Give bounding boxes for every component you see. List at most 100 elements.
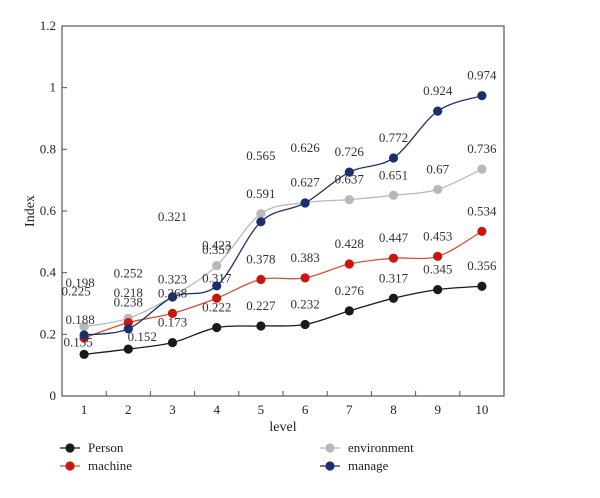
data-label-manage: 0.565	[246, 148, 275, 163]
y-tick-label: 0.8	[40, 141, 56, 156]
x-tick-label: 9	[434, 402, 441, 417]
data-point-manage	[167, 292, 178, 302]
data-point-person	[300, 319, 310, 330]
x-tick-label: 10	[475, 402, 488, 417]
data-point-person	[388, 293, 399, 303]
data-point-machine	[212, 293, 222, 303]
legend-item-manage: manage	[320, 458, 389, 473]
data-label-environment: 0.651	[379, 167, 408, 182]
y-tick-label: 1.2	[40, 18, 56, 33]
y-tick-label: 0.6	[40, 203, 57, 218]
series-line-environment	[83, 168, 483, 328]
x-tick-label: 5	[258, 402, 265, 417]
data-point-environment	[212, 260, 222, 271]
x-tick-label: 6	[302, 402, 309, 417]
x-tick-label: 3	[169, 402, 176, 417]
data-point-machine	[300, 273, 310, 283]
data-point-environment	[79, 322, 89, 332]
data-label-manage: 0.974	[467, 68, 497, 83]
data-label-manage: 0.924	[423, 83, 453, 98]
data-point-manage	[433, 106, 443, 116]
data-labels: 0.225 0.252 0.323 0.423 0.591 0.627 0.637 0.651…	[61, 68, 497, 350]
data-point-person	[256, 321, 266, 331]
legend-marker	[325, 461, 335, 471]
data-label-manage: 0.726	[335, 144, 365, 159]
data-label-manage: 0.321	[158, 209, 187, 224]
data-point-person	[123, 344, 133, 354]
data-label-environment: 0.252	[114, 265, 143, 280]
data-label-person: 0.173	[158, 315, 187, 330]
legend-marker	[65, 461, 75, 471]
data-point-environment	[433, 184, 443, 195]
data-label-machine: 0.447	[379, 230, 409, 245]
data-point-machine	[388, 253, 399, 263]
x-tick-label: 4	[213, 402, 220, 417]
data-label-person: 0.222	[202, 300, 231, 315]
data-label-environment: 0.67	[426, 161, 449, 176]
data-label-manage: 0.626	[290, 140, 320, 155]
data-point-environment	[256, 209, 266, 219]
legend-label: machine	[88, 458, 132, 473]
legend-item-person: Person	[60, 440, 124, 455]
legend-label: Person	[88, 440, 124, 455]
data-label-person: 0.227	[246, 298, 276, 313]
data-point-manage	[212, 281, 222, 291]
data-label-machine: 0.238	[114, 295, 143, 310]
legend-marker	[65, 443, 75, 453]
data-point-manage	[344, 167, 354, 177]
data-label-machine: 0.534	[467, 203, 497, 218]
data-label-environment: 0.225	[61, 284, 90, 299]
data-point-manage	[79, 330, 89, 340]
data-point-machine	[344, 259, 354, 269]
data-label-person: 0.232	[290, 296, 319, 311]
y-axis-title: Index	[23, 195, 38, 227]
data-label-machine: 0.428	[335, 236, 364, 251]
data-point-manage	[388, 153, 399, 163]
data-point-manage	[477, 91, 487, 101]
data-label-environment: 0.423	[202, 238, 231, 253]
x-tick-label: 7	[346, 402, 353, 417]
data-point-manage	[256, 217, 266, 227]
data-label-environment: 0.627	[290, 175, 320, 190]
series-line-person	[84, 285, 482, 356]
series-lines	[79, 91, 487, 359]
data-label-manage: 0.198	[65, 275, 94, 290]
data-label-machine: 0.317	[202, 270, 232, 285]
y-tick-label: 0	[50, 388, 57, 403]
data-label-machine: 0.383	[290, 250, 319, 265]
data-point-machine	[433, 251, 443, 261]
data-point-environment	[344, 194, 354, 205]
series-line-manage	[84, 95, 483, 336]
data-label-environment: 0.591	[246, 186, 275, 201]
data-label-machine: 0.268	[158, 285, 187, 300]
y-tick-label: 0.4	[40, 265, 57, 280]
legend: Person machine environment manage	[60, 440, 414, 473]
data-label-manage: 0.218	[114, 285, 143, 300]
data-point-machine	[167, 308, 178, 318]
axes: 0 0.2 0.4 0.6 0.8 1 1.2 1 2 3 4 5 6 7 8 9 10 level Index	[23, 18, 505, 435]
data-label-manage: 0.357	[202, 242, 232, 257]
data-label-environment: 0.323	[158, 271, 187, 286]
y-tick-label: 0.2	[40, 326, 56, 341]
data-label-person: 0.276	[335, 283, 365, 298]
legend-marker	[325, 443, 335, 453]
data-label-person: 0.135	[63, 334, 92, 349]
data-point-person	[167, 338, 178, 348]
data-label-machine: 0.453	[423, 228, 452, 243]
data-label-environment: 0.736	[467, 141, 497, 156]
data-label-manage: 0.772	[379, 130, 408, 145]
x-tick-label: 2	[125, 402, 132, 417]
data-label-person: 0.317	[379, 270, 409, 285]
data-point-manage	[300, 198, 310, 208]
data-point-person	[344, 306, 354, 316]
data-label-machine: 0.188	[65, 312, 94, 327]
legend-label: manage	[348, 458, 389, 473]
data-point-machine	[256, 274, 266, 285]
data-point-person	[477, 281, 487, 291]
data-point-manage	[123, 324, 133, 334]
data-point-environment	[477, 164, 487, 174]
data-label-environment: 0.637	[335, 172, 365, 187]
x-axis-title: level	[269, 420, 296, 435]
data-point-environment	[388, 190, 399, 200]
data-point-person	[212, 322, 222, 333]
